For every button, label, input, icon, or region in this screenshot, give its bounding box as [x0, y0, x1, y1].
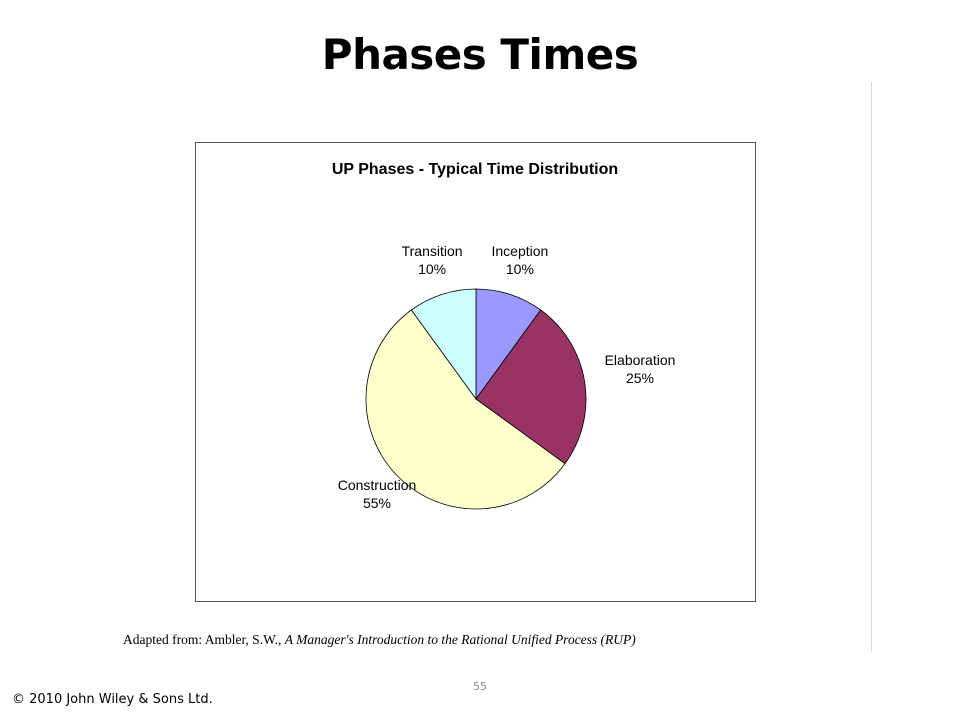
page-number: 55 — [473, 680, 487, 693]
pie-slice-transition — [410, 288, 477, 401]
chart-title: UP Phases - Typical Time Distribution — [332, 161, 618, 178]
slide-divider — [871, 82, 872, 652]
chart-frame: UP Phases - Typical Time Distribution In… — [195, 142, 756, 602]
data-label-inception: Inception 10% — [491, 243, 548, 277]
pie-chart: UP Phases - Typical Time Distribution In… — [332, 161, 676, 511]
slide-title: Phases Times — [321, 30, 639, 79]
copyright: © 2010 John Wiley & Sons Ltd. — [12, 692, 213, 707]
data-label-elaboration: Elaboration 25% — [605, 352, 676, 386]
data-label-construction: Construction 55% — [338, 477, 417, 511]
citation-work: A Manager's Introduction to the Rational… — [284, 632, 636, 647]
citation-prefix: Adapted from: Ambler, S.W., — [123, 632, 285, 647]
data-label-transition: Transition 10% — [402, 243, 463, 277]
pie-slice-elaboration — [475, 309, 587, 465]
citation: Adapted from: Ambler, S.W., A Manager's … — [123, 632, 743, 648]
pie-slice-construction — [365, 309, 566, 510]
